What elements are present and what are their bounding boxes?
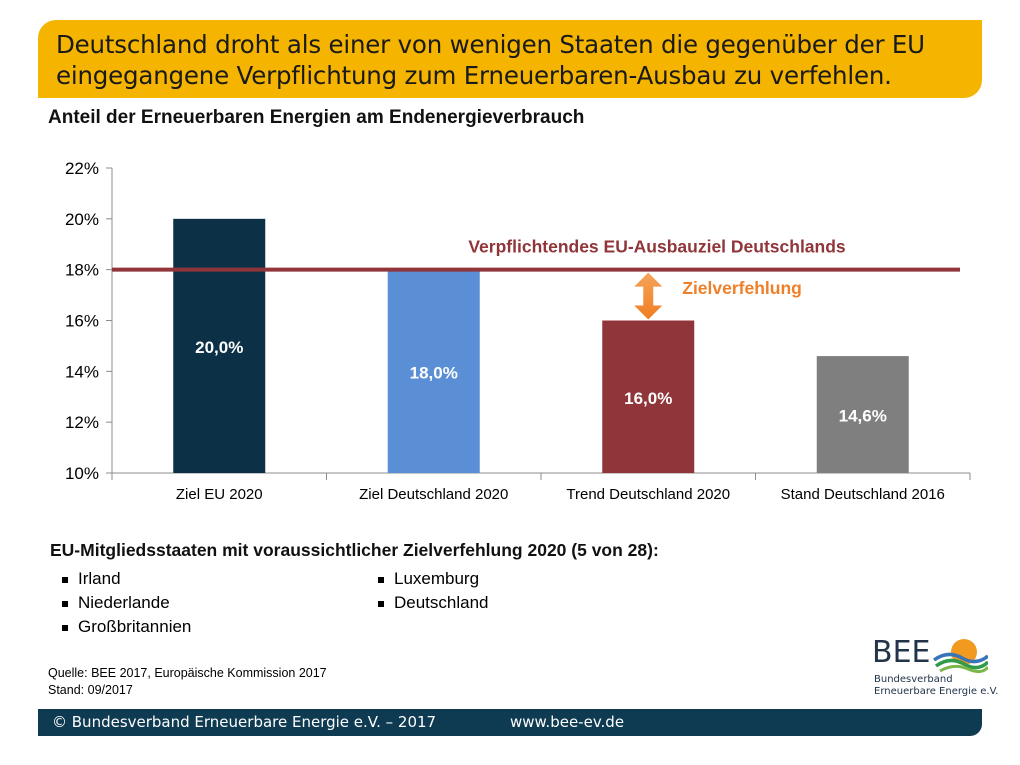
member-grossbritannien: Großbritannien bbox=[78, 617, 192, 636]
bar bbox=[602, 320, 695, 473]
logo-wordmark: BEE bbox=[872, 635, 931, 670]
bullet-icon bbox=[62, 600, 68, 607]
y-tick-label: 10% bbox=[65, 464, 99, 483]
reference-line-label: Verpflichtendes EU-Ausbauziel Deutschlan… bbox=[468, 237, 846, 257]
member-luxemburg: Luxemburg bbox=[394, 569, 480, 588]
list-item: Niederlande bbox=[62, 591, 191, 615]
x-category-label: Ziel EU 2020 bbox=[176, 486, 263, 503]
members-title: EU-Mitgliedsstaaten mit voraussichtliche… bbox=[50, 540, 659, 560]
status-line: Stand: 09/2017 bbox=[48, 683, 133, 697]
logo-subtitle-2: Erneuerbare Energie e.V. bbox=[874, 686, 999, 697]
list-item: Luxemburg bbox=[378, 567, 489, 591]
headline-line-1: Deutschland droht als einer von wenigen … bbox=[56, 30, 925, 59]
member-irland: Irland bbox=[78, 569, 121, 588]
bar-chart: 10% 12% 14% 16% 18% 20% 22% Ziel EU 2020 Ziel De… bbox=[65, 159, 971, 503]
y-tick-label: 20% bbox=[65, 210, 99, 229]
footer-copyright: © Bundesverband Erneuerbare Energie e.V.… bbox=[52, 713, 437, 731]
footer-bar: © Bundesverband Erneuerbare Energie e.V.… bbox=[38, 709, 982, 736]
list-item: Irland bbox=[62, 567, 191, 591]
bar bbox=[387, 269, 480, 473]
double-arrow-icon bbox=[634, 272, 663, 320]
y-tick-label: 14% bbox=[65, 362, 99, 381]
bar-value-label: 16,0% bbox=[624, 389, 672, 408]
headline-banner: Deutschland droht als einer von wenigen … bbox=[38, 20, 982, 98]
bar bbox=[816, 356, 909, 473]
bullet-icon bbox=[62, 624, 68, 631]
bar-value-label: 20,0% bbox=[195, 338, 243, 357]
footer-url-link[interactable]: www.bee-ev.de bbox=[510, 713, 625, 731]
x-category-label: Ziel Deutschland 2020 bbox=[359, 486, 508, 503]
x-category-label: Trend Deutschland 2020 bbox=[566, 486, 730, 503]
logo-subtitle-1: Bundesverband bbox=[874, 674, 953, 685]
bullet-icon bbox=[62, 576, 68, 583]
source-note: Quelle: BEE 2017, Europäische Kommission… bbox=[48, 665, 327, 699]
bee-logo: BEE Bundesverband Erneuerbare Energie e.… bbox=[870, 633, 998, 703]
chart-title: Anteil der Erneuerbaren Energien am Ende… bbox=[48, 107, 585, 128]
sun-wave-icon bbox=[932, 639, 988, 674]
y-tick-label: 18% bbox=[65, 261, 99, 280]
bar bbox=[173, 218, 266, 473]
bar-value-label: 14,6% bbox=[839, 407, 887, 426]
source-line: Quelle: BEE 2017, Europäische Kommission… bbox=[48, 666, 327, 680]
members-list-1: Irland Niederlande Großbritannien bbox=[62, 567, 191, 639]
annotation-label: Zielverfehlung bbox=[682, 278, 802, 298]
y-tick-label: 12% bbox=[65, 413, 99, 432]
members-list-2: Luxemburg Deutschland bbox=[378, 567, 489, 615]
bullet-icon bbox=[378, 576, 384, 583]
list-item: Deutschland bbox=[378, 591, 489, 615]
bar-value-label: 18,0% bbox=[410, 363, 458, 382]
member-niederlande: Niederlande bbox=[78, 593, 170, 612]
headline-line-2: eingegangene Verpflichtung zum Erneuerba… bbox=[56, 61, 892, 90]
y-tick-label: 22% bbox=[65, 159, 99, 178]
bullet-icon bbox=[378, 600, 384, 607]
y-tick-label: 16% bbox=[65, 312, 99, 331]
list-item: Großbritannien bbox=[62, 615, 191, 639]
member-deutschland: Deutschland bbox=[394, 593, 489, 612]
x-category-label: Stand Deutschland 2016 bbox=[781, 486, 945, 503]
